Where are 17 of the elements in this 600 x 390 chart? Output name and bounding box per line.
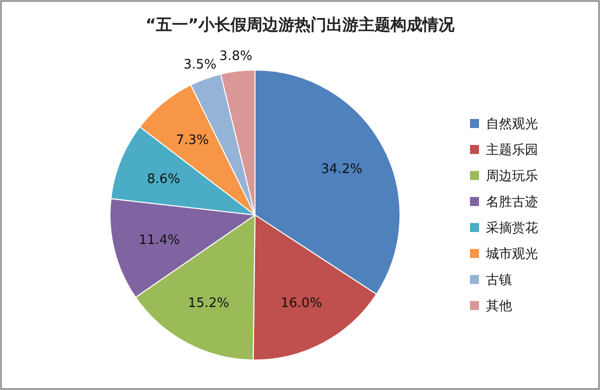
data-label: 16.0%	[280, 296, 322, 311]
data-label: 11.4%	[138, 232, 180, 248]
legend-label: 名胜古迹	[486, 194, 538, 210]
data-label: 3.5%	[183, 58, 217, 73]
legend-label: 古镇	[486, 273, 512, 288]
legend-label: 城市观光	[485, 247, 538, 262]
legend-label: 主题乐园	[486, 142, 538, 158]
data-label: 34.2%	[321, 162, 362, 178]
chart-title: “五一”小长假周边游热门出游主题构成情况	[145, 15, 456, 34]
legend-label: 其他	[486, 299, 512, 314]
data-label: 3.8%	[219, 49, 252, 64]
data-label: 15.2%	[188, 296, 230, 311]
data-label: 8.6%	[147, 172, 180, 188]
legend-label: 周边玩乐	[486, 169, 538, 184]
legend-label: 采摘赏花	[486, 221, 538, 236]
legend-label: 自然观光	[486, 117, 538, 132]
data-label: 7.3%	[176, 132, 209, 148]
